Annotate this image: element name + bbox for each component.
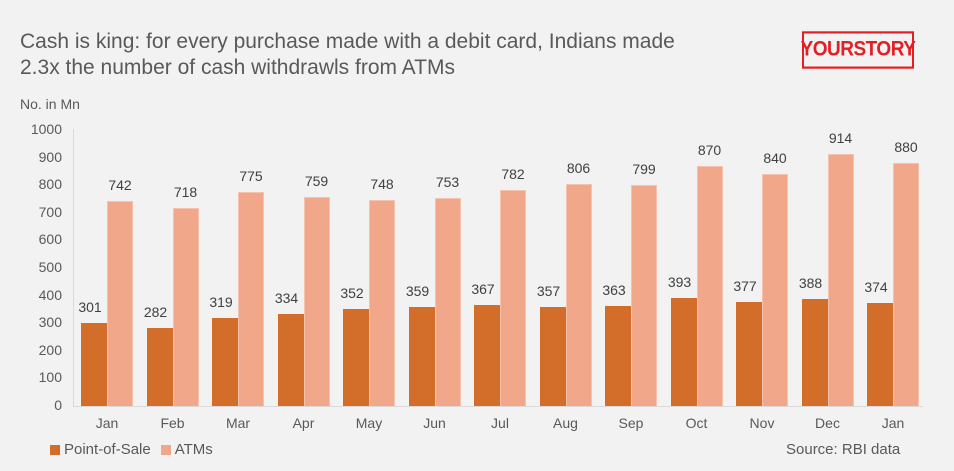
value-label-point-of-sale: 359 xyxy=(405,282,430,299)
y-tick-label: 300 xyxy=(38,314,62,331)
x-tick-label: Nov xyxy=(749,415,775,431)
x-tick-label: Jun xyxy=(423,415,446,431)
value-label-point-of-sale: 393 xyxy=(667,273,692,290)
bar-atms xyxy=(565,183,592,406)
y-tick-label: 800 xyxy=(38,176,62,193)
value-label-point-of-sale: 334 xyxy=(274,289,299,306)
value-label-atms: 742 xyxy=(108,177,132,194)
value-label-atms: 799 xyxy=(632,161,656,178)
value-label-point-of-sale: 319 xyxy=(209,293,233,310)
y-tick-label: 100 xyxy=(38,369,62,386)
legend: Point-of-Sale ATMs xyxy=(50,441,223,458)
y-tick-label: 900 xyxy=(38,148,62,165)
bar-point-of-sale xyxy=(867,302,893,406)
chart-title: Cash is king: for every purchase made wi… xyxy=(20,29,675,81)
value-label-point-of-sale: 377 xyxy=(733,277,757,294)
y-tick-label: 500 xyxy=(38,259,62,275)
source-note: Source: RBI data xyxy=(786,441,901,458)
x-tick-label: Mar xyxy=(225,415,251,431)
x-axis-line xyxy=(73,406,923,407)
value-label-atms: 840 xyxy=(763,150,787,167)
bar-point-of-sale xyxy=(408,306,435,406)
bar-atms xyxy=(827,153,854,406)
value-label-atms: 870 xyxy=(697,141,722,158)
value-label-point-of-sale: 374 xyxy=(864,278,888,295)
x-tick-label: Dec xyxy=(815,415,840,431)
bar-point-of-sale xyxy=(343,308,369,406)
y-tick-label: 600 xyxy=(38,231,62,248)
value-label-atms: 718 xyxy=(173,183,198,200)
legend-swatch-atms xyxy=(160,444,171,455)
y-tick-label: 400 xyxy=(38,286,62,303)
bar-point-of-sale xyxy=(801,298,828,406)
bar-point-of-sale xyxy=(670,297,697,406)
x-tick-label: Jul xyxy=(491,415,509,431)
value-label-point-of-sale: 388 xyxy=(798,274,823,291)
bar-atms xyxy=(696,165,723,406)
chart-title-line-2: 2.3x the number of cash withdrawls from … xyxy=(20,56,455,79)
y-axis-unit-label: No. in Mn xyxy=(20,96,80,112)
x-tick-label: Jan xyxy=(881,415,905,431)
x-tick-label: Feb xyxy=(160,415,185,431)
bar-atms xyxy=(107,201,133,406)
bar-atms xyxy=(303,196,330,406)
x-tick-label: Oct xyxy=(685,415,708,431)
y-tick-label: 1000 xyxy=(30,121,62,137)
value-label-point-of-sale: 367 xyxy=(471,280,495,297)
bar-atms xyxy=(500,190,526,406)
bar-point-of-sale xyxy=(736,301,762,406)
bar-atms xyxy=(172,207,199,406)
value-label-point-of-sale: 282 xyxy=(143,304,168,321)
value-label-atms: 782 xyxy=(501,166,525,183)
x-tick-label: May xyxy=(355,415,383,431)
bar-atms xyxy=(434,198,461,406)
bar-point-of-sale xyxy=(539,307,566,406)
bar-atms xyxy=(762,174,788,406)
x-tick-label: Jan xyxy=(95,415,119,431)
x-tick-label: Aug xyxy=(553,415,578,431)
chart-title-line-1: Cash is king: for every purchase made wi… xyxy=(20,30,675,53)
bar-atms xyxy=(631,185,657,406)
y-tick-label: 200 xyxy=(38,341,62,358)
bar-point-of-sale xyxy=(277,313,304,406)
bar-point-of-sale xyxy=(146,328,173,406)
bar-point-of-sale xyxy=(81,322,107,406)
bar-point-of-sale xyxy=(605,305,631,406)
value-label-atms: 914 xyxy=(828,129,853,146)
legend-label-atms: ATMs xyxy=(174,441,213,458)
y-axis-line xyxy=(73,129,74,407)
bar-atms xyxy=(893,163,919,406)
bar-atms xyxy=(238,192,264,406)
value-label-atms: 806 xyxy=(566,159,591,176)
x-tick-label: Sep xyxy=(618,415,644,431)
bar-atms xyxy=(369,199,395,406)
bar-point-of-sale xyxy=(474,304,500,406)
value-label-point-of-sale: 352 xyxy=(340,284,364,301)
legend-label-point-of-sale: Point-of-Sale xyxy=(64,441,151,458)
value-label-atms: 775 xyxy=(239,168,263,185)
legend-item-point-of-sale: Point-of-Sale xyxy=(50,441,151,458)
legend-swatch-point-of-sale xyxy=(50,444,60,455)
y-tick-label: 0 xyxy=(54,397,62,413)
value-label-atms: 753 xyxy=(435,174,460,191)
value-label-atms: 748 xyxy=(370,175,394,192)
bar-point-of-sale xyxy=(212,317,238,406)
value-label-atms: 880 xyxy=(894,139,918,156)
y-tick-label: 700 xyxy=(38,203,62,220)
value-label-point-of-sale: 357 xyxy=(536,283,561,300)
yourstory-logo: YOURSTORY xyxy=(801,31,916,69)
x-tick-label: Apr xyxy=(292,415,315,431)
value-label-point-of-sale: 301 xyxy=(78,298,102,315)
value-label-point-of-sale: 363 xyxy=(602,281,626,298)
legend-item-atms: ATMs xyxy=(160,441,213,458)
value-label-atms: 759 xyxy=(304,172,329,189)
